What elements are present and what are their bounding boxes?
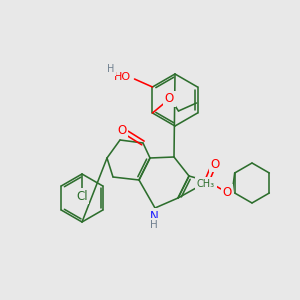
- Text: O: O: [222, 185, 232, 199]
- Text: H: H: [150, 220, 158, 230]
- Text: O: O: [117, 124, 127, 136]
- Text: N: N: [150, 209, 158, 223]
- Text: O: O: [165, 92, 174, 106]
- Text: HO: HO: [114, 72, 131, 82]
- Text: Cl: Cl: [76, 190, 88, 202]
- Text: O: O: [210, 158, 220, 170]
- Text: H: H: [107, 64, 114, 74]
- Text: CH₃: CH₃: [197, 179, 215, 189]
